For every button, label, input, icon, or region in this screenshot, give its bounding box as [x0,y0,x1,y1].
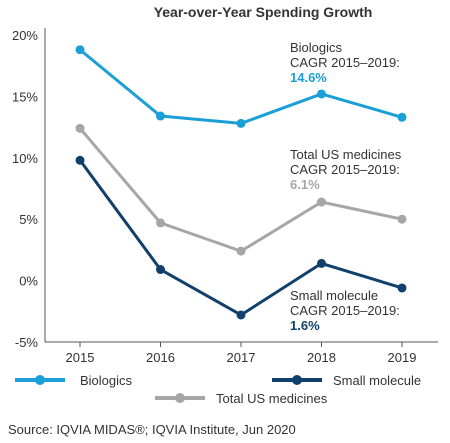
x-tick-label: 2016 [146,350,175,365]
series-lines [75,45,407,320]
data-point-small-molecule [236,310,246,320]
data-point-total-us-medicines [317,197,326,207]
data-point-biologics [397,112,407,122]
annotation-biologics-line1: Biologics [290,40,343,55]
x-tick-label: 2017 [227,350,256,365]
data-point-small-molecule [397,283,407,293]
data-point-small-molecule [75,155,85,165]
data-point-total-us-medicines [156,218,165,228]
x-tick-label: 2018 [307,350,336,365]
annotation-total-line1: Total US medicines [290,147,402,162]
annotation-biologics-line2: CAGR 2015–2019: [290,55,400,70]
annotation-total: Total US medicines CAGR 2015–2019: 6.1% [290,147,402,192]
legend-item-total: Total US medicines [155,391,328,406]
data-point-biologics [317,89,326,99]
source-note: Source: IQVIA MIDAS®; IQVIA Institute, J… [8,422,296,437]
y-axis-ticks: 20% 15% 10% 5% 0% -5% [12,28,38,350]
legend-item-biologics: Biologics [15,373,133,388]
data-point-biologics [236,118,246,128]
data-point-total-us-medicines [75,123,85,133]
legend-label-total: Total US medicines [216,391,328,406]
legend: Biologics Small molecule Total US medici… [15,373,421,406]
data-point-small-molecule [317,258,326,268]
annotation-total-line2: CAGR 2015–2019: [290,162,400,177]
data-point-biologics [75,45,85,55]
legend-marker-biologics [35,375,45,385]
x-tick-label: 2019 [388,350,417,365]
x-tick-label: 2015 [66,350,95,365]
y-tick-label: -5% [15,335,39,350]
legend-marker-small-molecule [292,375,302,385]
y-tick-label: 20% [12,28,38,43]
annotation-small-molecule-line1: Small molecule [290,288,378,303]
legend-label-small-molecule: Small molecule [333,373,421,388]
y-tick-label: 15% [12,89,38,104]
data-point-small-molecule [156,265,165,275]
data-point-total-us-medicines [397,214,407,224]
legend-label-biologics: Biologics [80,373,133,388]
y-tick-label: 5% [19,212,38,227]
data-point-total-us-medicines [236,246,246,256]
x-axis-ticks: 2015 2016 2017 2018 2019 [66,342,417,365]
axes [44,28,438,343]
chart-title: Year-over-Year Spending Growth [154,4,373,20]
data-point-biologics [156,111,165,121]
legend-marker-total [175,393,185,403]
annotation-total-value: 6.1% [290,177,320,192]
annotation-biologics-value: 14.6% [290,70,327,85]
legend-item-small-molecule: Small molecule [272,373,421,388]
y-tick-label: 0% [19,274,38,289]
annotation-small-molecule: Small molecule CAGR 2015–2019: 1.6% [290,288,400,333]
y-tick-label: 10% [12,151,38,166]
annotation-biologics: Biologics CAGR 2015–2019: 14.6% [290,40,400,85]
annotation-small-molecule-value: 1.6% [290,318,320,333]
annotation-small-molecule-line2: CAGR 2015–2019: [290,303,400,318]
